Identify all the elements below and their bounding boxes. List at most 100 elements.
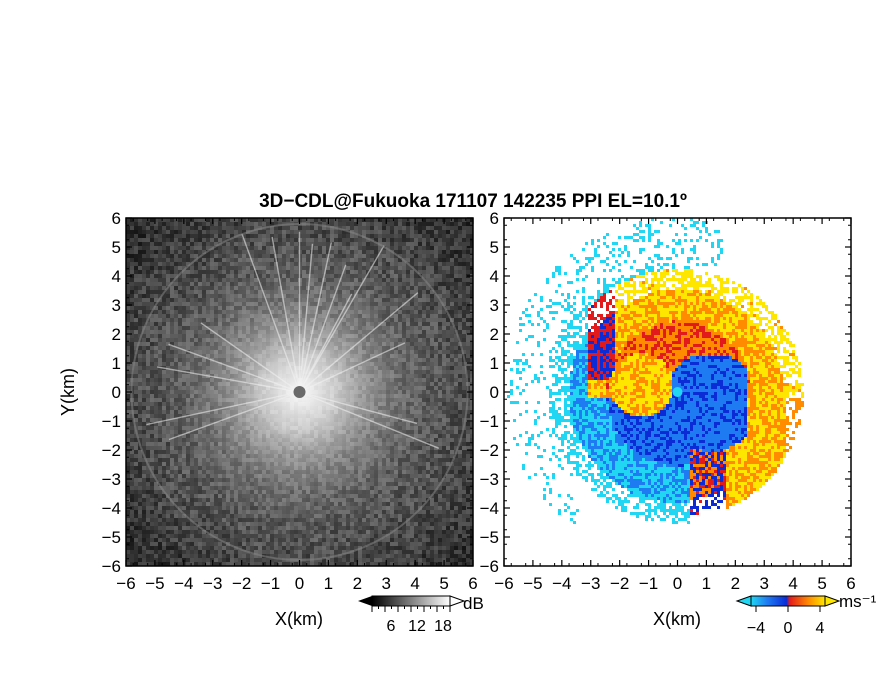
reflectivity-cell <box>154 226 158 230</box>
reflectivity-cell <box>458 422 462 426</box>
reflectivity-cell <box>142 354 146 358</box>
reflectivity-cell <box>138 274 142 278</box>
reflectivity-cell <box>450 282 454 286</box>
reflectivity-cell <box>142 250 146 254</box>
reflectivity-cell <box>426 250 430 254</box>
reflectivity-cell <box>258 234 262 238</box>
reflectivity-cell <box>378 226 382 230</box>
reflectivity-cell <box>194 246 198 250</box>
reflectivity-cell <box>450 278 454 282</box>
reflectivity-cell <box>250 222 254 226</box>
reflectivity-cell <box>450 234 454 238</box>
reflectivity-cell <box>446 290 450 294</box>
reflectivity-cell <box>126 270 130 274</box>
reflectivity-cell <box>454 322 458 326</box>
reflectivity-cell <box>418 238 422 242</box>
reflectivity-cell <box>126 382 130 386</box>
reflectivity-cell <box>470 270 473 274</box>
reflectivity-cell <box>214 254 218 258</box>
reflectivity-cell <box>418 226 422 230</box>
reflectivity-cell <box>150 446 154 450</box>
reflectivity-cell <box>458 398 462 402</box>
reflectivity-cell <box>282 226 286 230</box>
reflectivity-cell <box>198 218 202 222</box>
reflectivity-cell <box>134 218 138 222</box>
reflectivity-cell <box>142 226 146 230</box>
reflectivity-cell <box>458 366 462 370</box>
reflectivity-cell <box>254 226 258 230</box>
reflectivity-cell <box>170 286 174 290</box>
reflectivity-cell <box>450 242 454 246</box>
reflectivity-cell <box>422 282 426 286</box>
reflectivity-cell <box>150 274 154 278</box>
reflectivity-cell <box>442 438 446 442</box>
reflectivity-cell <box>430 238 434 242</box>
reflectivity-cell <box>270 226 274 230</box>
reflectivity-cell <box>250 226 254 230</box>
reflectivity-cell <box>434 238 438 242</box>
reflectivity-cell <box>406 234 410 238</box>
reflectivity-cell <box>126 422 130 426</box>
reflectivity-cell <box>466 230 470 234</box>
reflectivity-cell <box>138 410 142 414</box>
reflectivity-cell <box>466 418 470 422</box>
reflectivity-cell <box>138 246 142 250</box>
reflectivity-cell <box>354 222 358 226</box>
reflectivity-cell <box>226 250 230 254</box>
reflectivity-cell <box>182 262 186 266</box>
reflectivity-cell <box>446 326 450 330</box>
reflectivity-cell <box>162 258 166 262</box>
reflectivity-cell <box>142 434 146 438</box>
reflectivity-cell <box>214 250 218 254</box>
reflectivity-cell <box>146 314 150 318</box>
reflectivity-cell <box>278 226 282 230</box>
reflectivity-cell <box>450 422 454 426</box>
reflectivity-cell <box>434 246 438 250</box>
reflectivity-cell <box>366 222 370 226</box>
reflectivity-cell <box>150 438 154 442</box>
reflectivity-cell <box>186 226 190 230</box>
reflectivity-cell <box>454 310 458 314</box>
reflectivity-cell <box>310 234 314 238</box>
reflectivity-cell <box>398 250 402 254</box>
reflectivity-cell <box>322 238 326 242</box>
reflectivity-cell <box>158 258 162 262</box>
reflectivity-cell <box>470 382 473 386</box>
reflectivity-cell <box>126 394 130 398</box>
reflectivity-cell <box>406 246 410 250</box>
reflectivity-cell <box>350 246 354 250</box>
reflectivity-cell <box>138 318 142 322</box>
reflectivity-cell <box>374 250 378 254</box>
reflectivity-cell <box>238 246 242 250</box>
reflectivity-cell <box>142 370 146 374</box>
reflectivity-cell <box>126 342 130 346</box>
reflectivity-cell <box>230 226 234 230</box>
reflectivity-cell <box>430 298 434 302</box>
reflectivity-cell <box>434 274 438 278</box>
reflectivity-cell <box>462 338 466 342</box>
reflectivity-cell <box>142 362 146 366</box>
reflectivity-cell <box>226 226 230 230</box>
reflectivity-cell <box>378 262 382 266</box>
reflectivity-cell <box>186 282 190 286</box>
reflectivity-cell <box>462 226 466 230</box>
reflectivity-cell <box>470 386 473 390</box>
reflectivity-cell <box>154 230 158 234</box>
reflectivity-cell <box>294 218 298 222</box>
reflectivity-cell <box>210 262 214 266</box>
reflectivity-cell <box>358 246 362 250</box>
reflectivity-cell <box>382 258 386 262</box>
reflectivity-cell <box>138 294 142 298</box>
reflectivity-cell <box>218 262 222 266</box>
reflectivity-cell <box>470 438 473 442</box>
reflectivity-cell <box>258 222 262 226</box>
reflectivity-cell <box>130 338 134 342</box>
reflectivity-cell <box>182 230 186 234</box>
reflectivity-cell <box>126 378 130 382</box>
reflectivity-cell <box>374 254 378 258</box>
reflectivity-cell <box>426 222 430 226</box>
reflectivity-cell <box>422 290 426 294</box>
reflectivity-cell <box>354 234 358 238</box>
reflectivity-cell <box>222 242 226 246</box>
reflectivity-cell <box>266 230 270 234</box>
